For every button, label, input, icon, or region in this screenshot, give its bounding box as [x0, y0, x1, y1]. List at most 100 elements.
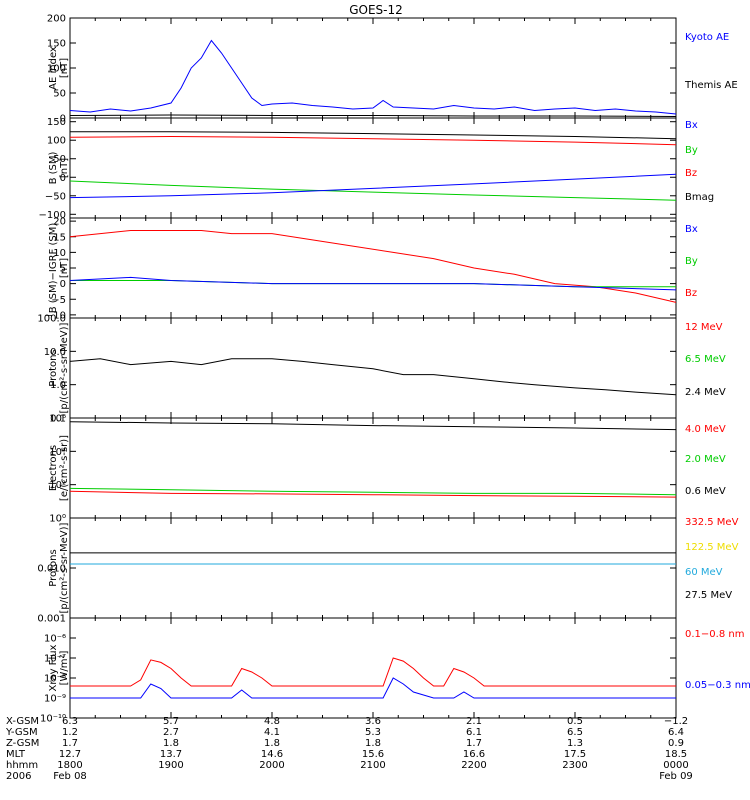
- ephemeris-row-label: MLT: [6, 749, 26, 760]
- legend-entry: 4.0 MeV: [685, 424, 726, 435]
- ephemeris-value: 1.3: [567, 738, 583, 749]
- legend-entry: By: [685, 145, 698, 156]
- y-tick-label: 50: [53, 154, 66, 165]
- panel-frame: [69, 217, 677, 319]
- ephemeris-value: 1.7: [466, 738, 482, 749]
- ephemeris-value: 2.7: [163, 727, 179, 738]
- y-axis-label: Protons: [48, 549, 59, 586]
- ephemeris-value: 16.6: [463, 749, 485, 760]
- ephemeris-value: 6.3: [62, 716, 78, 727]
- legend-entry: 0.05−0.3 nm: [685, 680, 750, 691]
- y-axis-label: [W/m²]: [59, 650, 70, 685]
- y-axis-label: Electrons: [48, 445, 59, 491]
- y-tick-label: −50: [45, 191, 66, 202]
- panel-3: −10 −5 0 5 10 15 20B (SM)−IGRF (SM) [nT] Bx By Bz: [45, 217, 698, 322]
- ephemeris-value: 12.7: [59, 749, 81, 760]
- series-line: [69, 180, 677, 201]
- chart-title: GOES-12: [349, 3, 403, 17]
- y-axis-label: B (SM): [48, 151, 59, 184]
- legend-entry: Bz: [685, 288, 697, 299]
- y-axis-label: AE index: [48, 46, 59, 90]
- legend-entry: 2.4 MeV: [685, 387, 726, 398]
- series-line: [69, 230, 677, 303]
- ephemeris-value: 0000: [663, 760, 688, 771]
- ephemeris-value: Feb 09: [659, 771, 693, 782]
- y-tick-label: 0.001: [37, 614, 66, 625]
- y-tick-label: 10⁰: [49, 514, 66, 525]
- ephemeris-value: 1.8: [264, 738, 280, 749]
- ephemeris-row-label: Y-GSM: [5, 727, 38, 738]
- y-tick-label: 5: [60, 264, 66, 275]
- legend-entry: 2.0 MeV: [685, 454, 726, 465]
- y-axis-label: [nT]: [59, 258, 70, 278]
- y-tick-label: 10⁶: [49, 414, 66, 425]
- series-line: [70, 677, 676, 699]
- y-tick-label: 15: [53, 232, 66, 243]
- legend-entry: By: [685, 256, 698, 267]
- ephemeris-value: 2300: [562, 760, 587, 771]
- series-line: [69, 487, 677, 496]
- y-tick-label: −5: [51, 295, 66, 306]
- ephemeris-value: 1.8: [365, 738, 381, 749]
- legend-entry: Bz: [685, 168, 697, 179]
- ephemeris-value: 1900: [158, 760, 183, 771]
- legend-entry: 6.5 MeV: [685, 354, 726, 365]
- y-tick-label: 1.0: [50, 380, 66, 391]
- ephemeris-value: 15.6: [362, 749, 384, 760]
- ephemeris-value: 6.4: [668, 727, 684, 738]
- y-axis-label: [nT]: [59, 158, 70, 178]
- ephemeris-value: 2100: [360, 760, 385, 771]
- y-axis-label: Xray Flux: [48, 644, 59, 691]
- y-axis-label: B (SM)−IGRF (SM): [48, 223, 59, 314]
- y-axis-label: [p/(cm²-s-sr-MeV)]: [59, 522, 70, 613]
- ephemeris-value: 14.6: [261, 749, 283, 760]
- y-tick-label: 10⁻⁸: [44, 674, 66, 685]
- ephemeris-value: 0.9: [668, 738, 684, 749]
- y-tick-label: 0: [60, 173, 66, 184]
- y-tick-label: 10⁻¹⁰: [40, 714, 66, 725]
- series-line: [69, 135, 677, 146]
- y-tick-label: 10⁻⁹: [44, 694, 66, 705]
- y-tick-label: 100: [47, 64, 66, 75]
- ephemeris-value: 1800: [57, 760, 82, 771]
- legend-entry: Bmag: [685, 192, 714, 203]
- ephemeris-value: 13.7: [160, 749, 182, 760]
- y-tick-label: 10⁴: [49, 447, 66, 458]
- legend-entry: 0.1−0.8 nm: [685, 629, 744, 640]
- legend-entry: 27.5 MeV: [685, 590, 732, 601]
- panel-frame: [69, 317, 677, 419]
- ephemeris-value: 6.5: [567, 727, 583, 738]
- ephemeris-row-label: 2006: [6, 771, 31, 782]
- ephemeris-row-label: X-GSM: [6, 716, 39, 727]
- panel-frame: [69, 617, 677, 719]
- ephemeris-value: 3.6: [365, 716, 381, 727]
- series-line: [70, 657, 676, 687]
- ephemeris-value: 17.5: [564, 749, 586, 760]
- ephemeris-value: 18.5: [665, 749, 687, 760]
- ephemeris-value: 1.2: [62, 727, 78, 738]
- y-tick-label: 20: [53, 217, 66, 228]
- y-tick-label: 10⁻⁶: [44, 634, 66, 645]
- series-line: [69, 114, 677, 117]
- y-tick-label: 10: [53, 248, 66, 259]
- series-line: [69, 276, 677, 291]
- ephemeris-value: 5.3: [365, 727, 381, 738]
- y-axis-label: [p/(cm²-s-sr-MeV)]: [59, 322, 70, 413]
- y-tick-label: 200: [47, 14, 66, 25]
- y-tick-label: 100.0: [37, 314, 66, 325]
- panel-2: −100 −50 0 50 100 150 B (SM) [nT] Bx By Bz Bmag: [39, 117, 715, 221]
- y-tick-label: 150: [47, 117, 66, 128]
- ephemeris-value: 0.5: [567, 716, 583, 727]
- series-line: [69, 358, 677, 396]
- legend-entry: 12 MeV: [685, 322, 723, 333]
- series-line: [69, 490, 677, 498]
- y-tick-label: 0.010: [37, 564, 66, 575]
- y-tick-label: 0.1: [50, 414, 66, 425]
- y-tick-label: −100: [39, 210, 66, 221]
- panel-frame: [69, 417, 677, 519]
- y-tick-label: 10⁻⁷: [44, 654, 66, 665]
- y-axis-label: [nT]: [59, 58, 70, 78]
- panel-5: 10⁰ 10² 10⁴ 10⁶ Electrons [e/(cm²-s-sr)] 4.0 M…: [48, 414, 726, 525]
